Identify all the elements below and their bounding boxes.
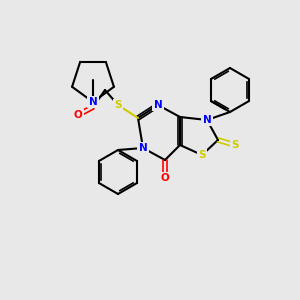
Text: N: N	[139, 143, 147, 153]
Text: S: S	[231, 140, 239, 150]
Text: N: N	[88, 97, 98, 107]
Text: N: N	[202, 115, 211, 125]
Text: O: O	[160, 173, 169, 183]
Text: S: S	[198, 150, 206, 160]
Text: S: S	[114, 100, 122, 110]
Text: O: O	[74, 110, 82, 120]
Text: N: N	[154, 100, 162, 110]
